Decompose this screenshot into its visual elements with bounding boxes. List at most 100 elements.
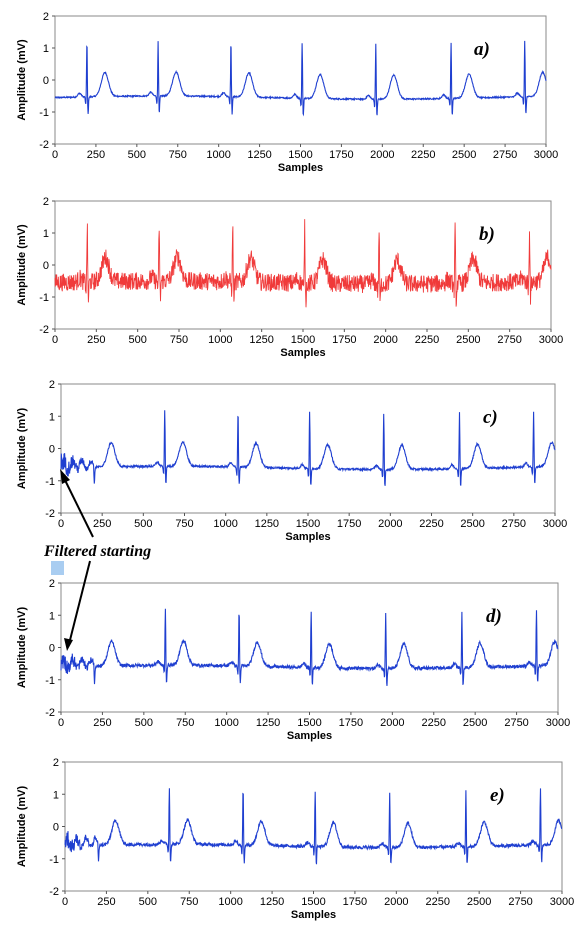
x-tick-label: 1750 <box>339 717 363 729</box>
x-tick-label: 1250 <box>249 334 273 346</box>
y-tick-label: -1 <box>49 854 59 866</box>
y-tick-label: -2 <box>39 324 49 336</box>
x-tick-label: 2000 <box>378 518 402 530</box>
y-axis-label: Amplitude (mV) <box>16 786 28 868</box>
ecg-signal-line <box>64 788 563 865</box>
arrow-to-panel-c <box>61 473 94 538</box>
y-tick-label: 0 <box>43 75 49 87</box>
x-tick-label: 0 <box>52 149 58 161</box>
panel-e: -2 -1 0 1 2 0 250 500 750 1000 1250 1500 1750 2000 225… <box>16 757 574 921</box>
annotation-text: Filtered starting <box>43 543 151 560</box>
x-tick-label: 750 <box>169 149 187 161</box>
x-tick-label: 0 <box>58 518 64 530</box>
y-tick-label: -2 <box>39 139 49 151</box>
plot-frame <box>60 383 556 514</box>
annotation-highlight <box>51 561 64 575</box>
x-tick-label: 1750 <box>329 149 353 161</box>
x-tick-label: 750 <box>170 334 188 346</box>
x-tick-label: 2250 <box>422 717 446 729</box>
x-tick-label: 2250 <box>411 149 435 161</box>
x-tick-label: 1000 <box>208 334 232 346</box>
x-tick-label: 1500 <box>296 518 320 530</box>
y-axis-label: Amplitude (mV) <box>16 224 28 306</box>
y-tick-label: 2 <box>43 11 49 23</box>
x-tick-label: 1000 <box>213 518 237 530</box>
x-tick-label: 1250 <box>255 518 279 530</box>
x-tick-label: 3000 <box>539 334 563 346</box>
ecg-signal-line <box>54 40 547 117</box>
panel-label: b) <box>479 224 495 245</box>
y-tick-label: 1 <box>53 789 59 801</box>
x-tick-label: 750 <box>176 717 194 729</box>
y-tick-label: -2 <box>45 508 55 520</box>
x-tick-label: 2000 <box>380 717 404 729</box>
panel-a: -2 -1 0 1 2 0 250 500 750 1000 1250 1500 1750 2000 225… <box>16 11 558 174</box>
y-axis-label: Amplitude (mV) <box>16 607 28 689</box>
x-tick-label: 500 <box>128 149 146 161</box>
plot-frame <box>64 761 563 892</box>
x-tick-label: 1500 <box>301 896 325 908</box>
x-tick-label: 3000 <box>550 896 574 908</box>
x-tick-label: 500 <box>134 518 152 530</box>
x-tick-label: 750 <box>180 896 198 908</box>
x-tick-label: 2500 <box>452 149 476 161</box>
x-tick-label: 2750 <box>497 334 521 346</box>
y-tick-label: 2 <box>49 578 55 590</box>
x-tick-label: 250 <box>97 896 115 908</box>
x-tick-label: 250 <box>93 717 111 729</box>
x-tick-label: 2250 <box>419 518 443 530</box>
x-tick-label: 2750 <box>493 149 517 161</box>
x-tick-label: 0 <box>58 717 64 729</box>
filtered-starting-annotation: Filtered starting <box>43 469 151 651</box>
y-tick-label: 0 <box>53 822 59 834</box>
panel-label: c) <box>483 407 498 428</box>
y-tick-label: 0 <box>49 643 55 655</box>
x-tick-label: 1500 <box>288 149 312 161</box>
x-axis-label: Samples <box>280 347 325 359</box>
y-axis-label: Amplitude (mV) <box>16 408 28 490</box>
plot-frame <box>54 15 547 145</box>
panel-label: a) <box>474 39 490 60</box>
ecg-signal-line <box>60 608 559 686</box>
x-tick-label: 1750 <box>332 334 356 346</box>
x-tick-label: 3000 <box>534 149 558 161</box>
plot-frame <box>60 582 559 713</box>
x-tick-label: 500 <box>139 896 157 908</box>
x-tick-label: 3000 <box>546 717 570 729</box>
x-tick-label: 1500 <box>291 334 315 346</box>
panel-label: d) <box>486 606 502 627</box>
y-tick-label: 1 <box>49 411 55 423</box>
y-tick-label: 0 <box>49 444 55 456</box>
y-tick-label: 2 <box>49 379 55 391</box>
x-tick-label: 3000 <box>543 518 567 530</box>
x-tick-label: 2000 <box>373 334 397 346</box>
y-tick-label: 0 <box>43 260 49 272</box>
x-tick-label: 250 <box>93 518 111 530</box>
x-tick-label: 1750 <box>343 896 367 908</box>
panel-label: e) <box>490 785 505 806</box>
y-tick-label: -1 <box>45 675 55 687</box>
x-tick-label: 2250 <box>415 334 439 346</box>
x-tick-label: 1000 <box>214 717 238 729</box>
y-tick-label: 1 <box>43 228 49 240</box>
x-tick-label: 2000 <box>370 149 394 161</box>
x-tick-label: 2250 <box>426 896 450 908</box>
x-tick-label: 1000 <box>206 149 230 161</box>
x-tick-label: 250 <box>87 149 105 161</box>
ecg-signal-line <box>60 410 556 486</box>
x-tick-label: 0 <box>52 334 58 346</box>
x-axis-label: Samples <box>285 531 330 543</box>
x-axis-label: Samples <box>291 909 336 921</box>
arrowhead-panel-d <box>64 638 73 651</box>
x-tick-label: 2000 <box>384 896 408 908</box>
y-tick-label: -2 <box>49 886 59 898</box>
x-tick-label: 2750 <box>504 717 528 729</box>
y-axis-label: Amplitude (mV) <box>16 39 28 121</box>
x-tick-label: 1750 <box>337 518 361 530</box>
x-tick-label: 0 <box>62 896 68 908</box>
y-tick-label: 2 <box>53 757 59 769</box>
x-tick-label: 2500 <box>463 717 487 729</box>
panel-d: -2 -1 0 1 2 0 250 500 750 1000 1250 1500 1750 2000 225… <box>16 578 570 742</box>
